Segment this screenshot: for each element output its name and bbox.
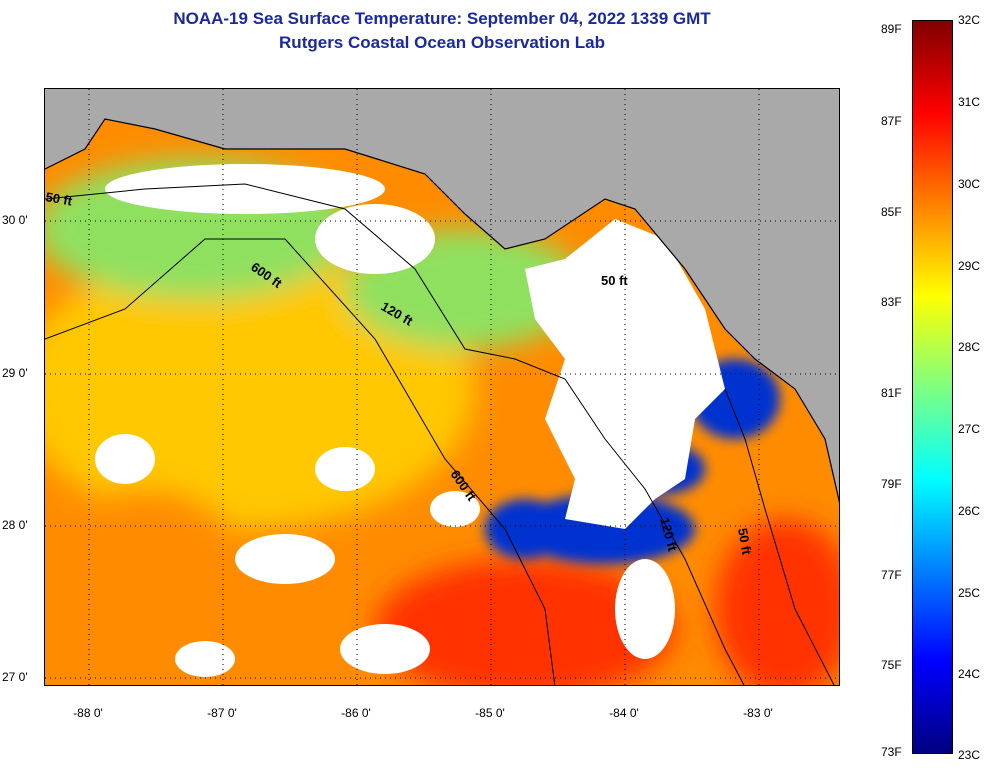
colorbar-f-label: 79F (881, 477, 902, 491)
colorbar-c-label: 23C (958, 748, 981, 762)
sst-map: 50 ft 600 ft 120 ft 50 ft 600 ft 120 ft … (44, 88, 840, 686)
map-title: NOAA-19 Sea Surface Temperature: Septemb… (173, 9, 711, 28)
temperature-colorbar (912, 20, 953, 754)
lat-label-30: 30 0' (2, 213, 28, 227)
contour-label-50ft-west: 50 ft (45, 189, 74, 209)
lon-label-87: -87 0' (207, 706, 237, 720)
contour-120ft (45, 183, 745, 685)
colorbar-f-label: 83F (881, 295, 902, 309)
colorbar-c-label: 29C (958, 259, 981, 273)
sea-cold-patch-3 (485, 499, 565, 559)
cloud-patch-1 (315, 447, 375, 491)
sea-hot-se (715, 519, 839, 685)
colorbar-c-label: 27C (958, 422, 981, 436)
lon-label-85: -85 0' (475, 706, 505, 720)
sea-cold-patch-2 (515, 494, 695, 564)
colorbar-c-label: 32C (958, 13, 981, 27)
lat-label-27: 27 0' (2, 670, 28, 684)
colorbar-c-label: 26C (958, 504, 981, 518)
sea-hot-south (375, 559, 675, 685)
lat-label-28: 28 0' (2, 518, 28, 532)
contour-label-50ft-bay: 50 ft (601, 273, 628, 288)
colorbar-f-label: 73F (881, 745, 902, 759)
colorbar-c-label: 28C (958, 340, 981, 354)
cloud-patch-6 (615, 559, 675, 659)
map-subtitle: Rutgers Coastal Ocean Observation Lab (279, 33, 605, 52)
coastline (45, 118, 839, 503)
lon-label-88: -88 0' (73, 706, 103, 720)
cloud-patch-3 (340, 624, 430, 674)
colorbar-f-label: 81F (881, 386, 902, 400)
contour-50ft (724, 388, 835, 685)
lat-label-29: 29 0' (2, 366, 28, 380)
lon-label-86: -86 0' (341, 706, 371, 720)
colorbar-c-label: 24C (958, 667, 981, 681)
sea-warm-sw (55, 489, 235, 609)
lon-label-84: -84 0' (609, 706, 639, 720)
sst-map-canvas: 50 ft 600 ft 120 ft 50 ft 600 ft 120 ft … (45, 89, 839, 685)
lon-label-83: -83 0' (743, 706, 773, 720)
colorbar-f-label: 85F (881, 205, 902, 219)
colorbar-f-label: 77F (881, 568, 902, 582)
colorbar-f-label: 75F (881, 658, 902, 672)
colorbar-c-label: 30C (958, 177, 981, 191)
colorbar-f-label: 87F (881, 114, 902, 128)
cloud-patch-2 (235, 534, 335, 584)
cloud-patch-7 (430, 491, 480, 527)
cloud-patch-5 (175, 641, 235, 677)
colorbar-c-label: 25C (958, 586, 981, 600)
contour-600ft (45, 238, 556, 685)
colorbar-c-label: 31C (958, 95, 981, 109)
cloud-coastal-n (315, 204, 435, 274)
colorbar-f-label: 89F (881, 22, 902, 36)
cloud-patch-4 (95, 434, 155, 484)
contour-label-50ft-south: 50 ft (735, 527, 755, 557)
